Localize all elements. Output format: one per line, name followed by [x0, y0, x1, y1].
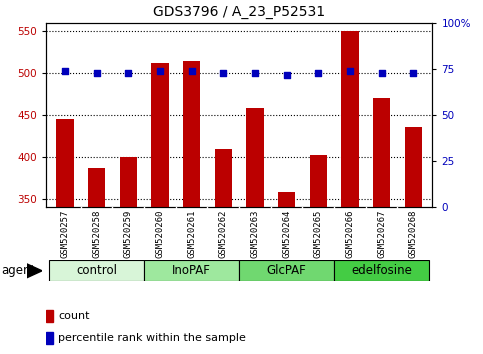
Text: agent: agent: [1, 264, 36, 277]
Text: percentile rank within the sample: percentile rank within the sample: [58, 332, 246, 343]
Text: GSM520265: GSM520265: [314, 210, 323, 258]
Point: [219, 70, 227, 75]
Point: [378, 70, 385, 75]
Bar: [310, 155, 327, 207]
Bar: [88, 168, 105, 207]
Bar: [56, 119, 73, 207]
Text: GSM520257: GSM520257: [60, 210, 70, 258]
Bar: [405, 127, 422, 207]
Point: [93, 70, 100, 75]
Text: GSM520264: GSM520264: [282, 210, 291, 258]
Text: GSM520259: GSM520259: [124, 210, 133, 258]
Bar: [49, 260, 144, 281]
Point: [410, 70, 417, 75]
Text: GSM520267: GSM520267: [377, 210, 386, 258]
Bar: [144, 260, 239, 281]
Text: GSM520266: GSM520266: [345, 210, 355, 258]
Point: [188, 68, 196, 74]
Text: count: count: [58, 311, 89, 321]
Polygon shape: [27, 264, 42, 278]
Bar: [334, 260, 429, 281]
Bar: [183, 61, 200, 207]
Text: GlcPAF: GlcPAF: [267, 264, 307, 277]
Point: [283, 72, 290, 78]
Text: GSM520260: GSM520260: [156, 210, 164, 258]
Text: edelfosine: edelfosine: [351, 264, 412, 277]
Text: GSM520263: GSM520263: [250, 210, 259, 258]
Title: GDS3796 / A_23_P52531: GDS3796 / A_23_P52531: [153, 5, 325, 19]
Point: [314, 70, 322, 75]
Bar: [214, 149, 232, 207]
Bar: [239, 260, 334, 281]
Bar: [46, 310, 53, 322]
Bar: [46, 332, 53, 343]
Text: GSM520262: GSM520262: [219, 210, 228, 258]
Point: [156, 68, 164, 74]
Bar: [341, 32, 359, 207]
Text: GSM520261: GSM520261: [187, 210, 196, 258]
Text: GSM520258: GSM520258: [92, 210, 101, 258]
Bar: [373, 98, 390, 207]
Text: InoPAF: InoPAF: [172, 264, 211, 277]
Point: [124, 70, 132, 75]
Bar: [246, 108, 264, 207]
Point: [346, 68, 354, 74]
Text: GSM520268: GSM520268: [409, 210, 418, 258]
Bar: [119, 157, 137, 207]
Point: [251, 70, 259, 75]
Bar: [151, 63, 169, 207]
Point: [61, 68, 69, 74]
Bar: [278, 192, 295, 207]
Text: control: control: [76, 264, 117, 277]
